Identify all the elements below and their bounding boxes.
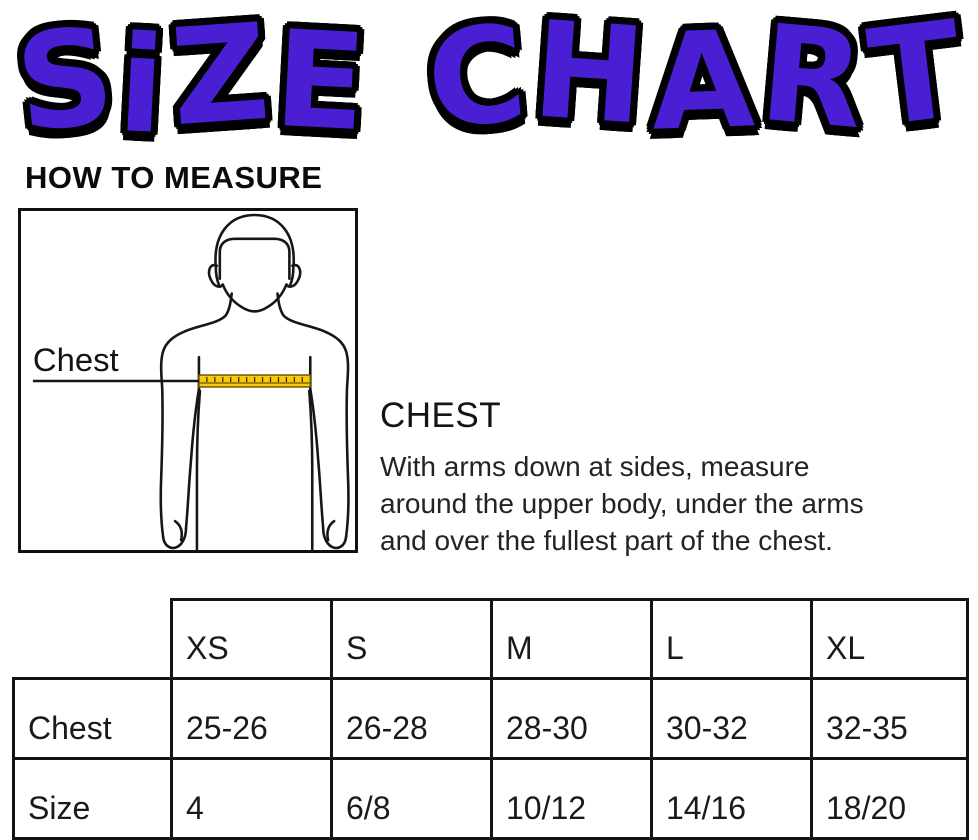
torso-illustration: Chest: [32, 213, 350, 550]
title-letter: R: [754, 0, 871, 159]
size-column-header: S: [330, 598, 493, 680]
size-value: 18/20: [810, 757, 969, 840]
page-title: S i Z E C H A R T: [0, 0, 978, 164]
table-row-chest: Chest 25-26 26-28 28-30 30-32 32-35: [12, 677, 969, 760]
size-table: XS S M L XL Chest 25-26 26-28 28-30 30-3…: [12, 598, 969, 840]
chest-value: 30-32: [650, 677, 813, 760]
title-letter: i: [115, 7, 169, 164]
chest-instruction-heading: CHEST: [380, 396, 502, 435]
title-letter: A: [648, 2, 757, 161]
chest-value: 28-30: [490, 677, 653, 760]
figure-right-inner-arm: [308, 387, 325, 530]
title-letter: S: [9, 0, 121, 163]
figure-hairline: [218, 237, 291, 280]
figure-hair: [214, 213, 295, 286]
size-value: 4: [170, 757, 333, 840]
size-value: 14/16: [650, 757, 813, 840]
chest-value: 32-35: [810, 677, 969, 760]
size-table-header-row: XS S M L XL: [14, 598, 969, 680]
chest-instruction-line: and over the fullest part of the chest.: [380, 525, 833, 556]
chest-instruction-body: With arms down at sides, measure around …: [380, 448, 976, 559]
size-value: 10/12: [490, 757, 653, 840]
row-label: Chest: [12, 677, 173, 760]
chest-value: 26-28: [330, 677, 493, 760]
figure-left-hand: [161, 519, 188, 550]
figure-chest-label: Chest: [33, 341, 119, 378]
title-letter: Z: [166, 0, 274, 156]
size-column-header: L: [650, 598, 813, 680]
title-letter: C: [421, 0, 533, 159]
figure-ears: [207, 263, 302, 288]
figure-left-arm: [159, 292, 234, 539]
chest-instruction-line: With arms down at sides, measure: [380, 451, 810, 482]
figure-torso-sides: [195, 389, 314, 550]
title-letter: T: [861, 0, 970, 157]
size-column-header: M: [490, 598, 653, 680]
measure-figure-box: Chest: [18, 208, 358, 553]
how-to-measure-heading: HOW TO MEASURE: [25, 160, 323, 195]
measuring-tape-ticks: [206, 377, 303, 382]
figure-face: [221, 283, 288, 313]
chest-value: 25-26: [170, 677, 333, 760]
figure-right-arm: [276, 292, 350, 539]
size-value: 6/8: [330, 757, 493, 840]
figure-left-inner-arm: [184, 387, 201, 530]
chest-instruction-line: around the upper body, under the arms: [380, 488, 864, 519]
figure-right-hand: [321, 519, 348, 550]
row-label: Size: [12, 757, 173, 840]
title-letter: H: [528, 0, 650, 155]
title-letter: E: [271, 2, 371, 161]
size-column-header: XL: [810, 598, 969, 680]
size-table-corner-cell: [14, 600, 172, 679]
size-column-header: XS: [170, 598, 333, 680]
table-row-size: Size 4 6/8 10/12 14/16 18/20: [12, 757, 969, 840]
